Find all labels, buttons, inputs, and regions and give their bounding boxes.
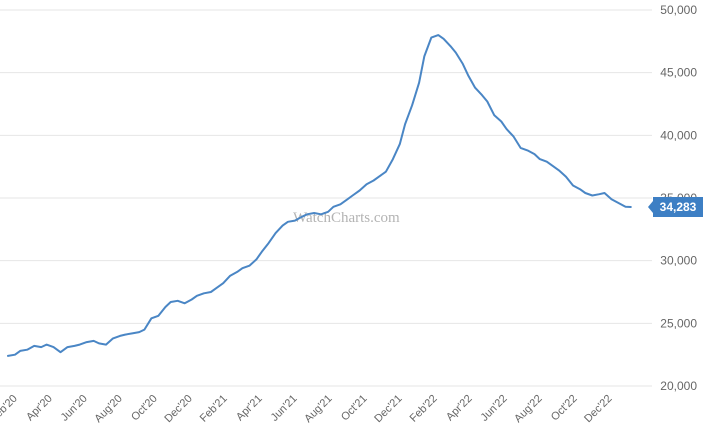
y-tick-label: 50,000 [660,3,697,17]
x-tick-label: Oct'20 [129,393,160,424]
x-tick-label: Jun'20 [59,393,90,424]
x-tick-label: Aug'20 [92,393,124,425]
x-tick-label: Feb'21 [198,393,230,425]
x-tick-label: Feb'20 [0,393,20,425]
y-tick-label: 40,000 [660,128,697,142]
last-value-badge-shape [648,196,703,217]
x-tick-label: Apr'20 [24,393,55,424]
x-tick-label: Jun'21 [269,393,300,424]
x-tick-label: Oct'22 [549,393,580,424]
x-tick-label: Aug'21 [302,393,334,425]
series-line [7,34,632,357]
x-tick-label: Apr'21 [234,393,265,424]
x-tick-label: Apr'22 [444,393,475,424]
x-tick-label: Dec'21 [372,393,404,425]
x-tick-label: Feb'22 [408,393,440,425]
y-tick-label: 30,000 [660,254,697,268]
y-tick-label: 20,000 [660,379,697,393]
x-tick-label: Dec'20 [162,393,194,425]
last-value-label: 34,283 [660,200,697,214]
last-value-badge: 34,283 [648,196,703,217]
y-tick-label: 45,000 [660,66,697,80]
grid-lines [0,9,652,387]
x-axis-ticks: Feb'20 Apr'20 Jun'20 Aug'20 Oct'20 Dec'20 Feb'… [0,393,615,425]
watermark-text: WatchCharts.com [293,210,400,226]
x-tick-label: Dec'22 [582,393,614,425]
x-tick-label: Oct'21 [339,393,370,424]
y-tick-label: 25,000 [660,316,697,330]
x-tick-label: Aug'22 [512,393,544,425]
series-line-group [7,34,632,357]
x-tick-label: Jun'22 [479,393,510,424]
